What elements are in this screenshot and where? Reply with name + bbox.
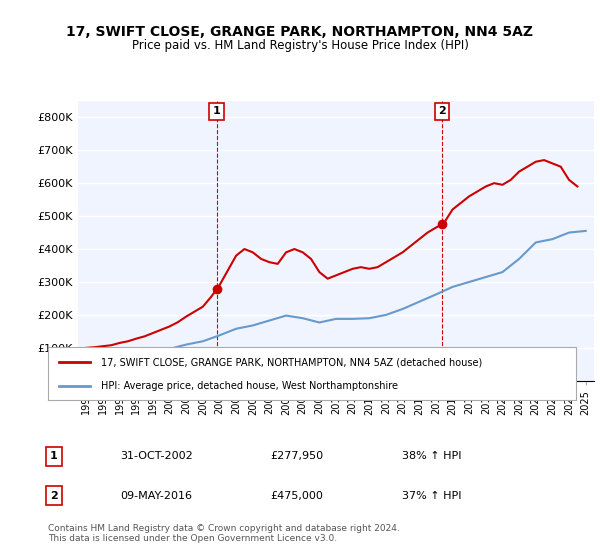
Text: 2: 2 (438, 106, 446, 116)
Text: £475,000: £475,000 (270, 491, 323, 501)
Text: 38% ↑ HPI: 38% ↑ HPI (402, 451, 461, 461)
Text: Price paid vs. HM Land Registry's House Price Index (HPI): Price paid vs. HM Land Registry's House … (131, 39, 469, 52)
Text: HPI: Average price, detached house, West Northamptonshire: HPI: Average price, detached house, West… (101, 380, 398, 390)
Text: 2: 2 (50, 491, 58, 501)
Text: 09-MAY-2016: 09-MAY-2016 (120, 491, 192, 501)
Text: 1: 1 (213, 106, 221, 116)
Text: £277,950: £277,950 (270, 451, 323, 461)
Text: 31-OCT-2002: 31-OCT-2002 (120, 451, 193, 461)
Text: 17, SWIFT CLOSE, GRANGE PARK, NORTHAMPTON, NN4 5AZ: 17, SWIFT CLOSE, GRANGE PARK, NORTHAMPTO… (67, 25, 533, 39)
Text: 1: 1 (50, 451, 58, 461)
Text: Contains HM Land Registry data © Crown copyright and database right 2024.
This d: Contains HM Land Registry data © Crown c… (48, 524, 400, 543)
Text: 37% ↑ HPI: 37% ↑ HPI (402, 491, 461, 501)
Text: 17, SWIFT CLOSE, GRANGE PARK, NORTHAMPTON, NN4 5AZ (detached house): 17, SWIFT CLOSE, GRANGE PARK, NORTHAMPTO… (101, 357, 482, 367)
